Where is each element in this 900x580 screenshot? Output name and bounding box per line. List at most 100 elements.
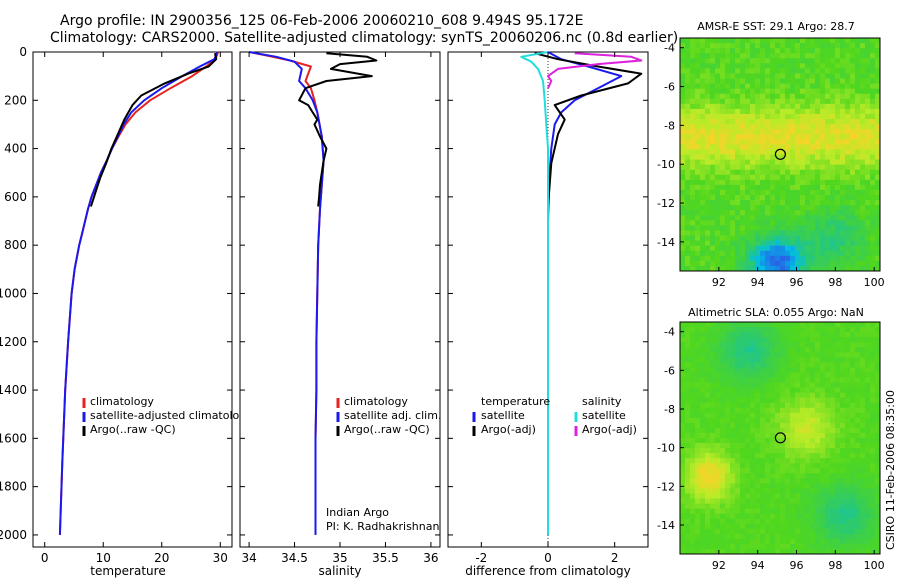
sst-map-cell [825,154,831,160]
sst-map-cell [680,38,686,44]
sla-map-cell [735,382,741,388]
sla-map-cell [780,397,786,404]
sla-map-cell [755,412,761,419]
sst-map-cell [735,230,741,236]
sla-map-cell [805,432,811,439]
sst-map-cell [850,225,856,231]
sst-map-cell [790,93,796,100]
sla-map-cell [875,513,881,520]
sla-map-cell [750,498,756,504]
sla-map-cell [795,528,801,535]
sst-map-cell [875,58,881,64]
sst-map-cell [845,179,851,186]
sla-map-cell [830,508,836,515]
sla-map-cell [720,337,726,343]
sst-map-cell [685,93,691,100]
sst-map-cell [695,210,701,216]
sst-map-cell [835,103,841,110]
sla-map-cell [700,543,706,550]
sst-map-cell [715,260,721,267]
sst-map-cell [695,134,701,140]
sla-map-cell [840,357,846,363]
sla-map-cell [760,478,766,484]
sst-map-cell [795,154,801,160]
sla-map-cell [735,402,741,409]
sst-map-cell [830,83,836,90]
sla-map-cell [750,362,756,368]
sst-map-cell [705,78,711,84]
sla-map-cell [725,513,731,520]
sst-map-cell [760,108,766,115]
sla-map-cell [735,528,741,535]
sla-map-cell [845,483,851,489]
sla-map-cell [865,518,871,525]
sla-map-cell [810,478,816,484]
sst-map-cell [725,78,731,84]
sla-map-cell [740,523,746,530]
sla-map-cell [835,448,841,454]
sst-map-cell [690,38,696,44]
sla-map-cell [875,458,881,464]
sla-map-cell [755,392,761,399]
sst-map-cell [795,139,801,145]
sst-map-cell [760,230,766,236]
sst-map-cell [865,235,871,242]
sst-map-cell [795,144,801,150]
sla-map-cell [775,337,781,343]
sst-map-cell [785,78,791,84]
sst-map-cell [870,68,876,74]
sst-map-cell [745,200,751,206]
sst-map-cell [760,215,766,221]
sla-map-cell [820,513,826,520]
sst-map-cell [745,215,751,221]
sla-map-cell [810,377,816,383]
sst-map-cell [815,205,821,211]
sla-map-cell [735,473,741,479]
sla-map-cell [745,352,751,358]
sst-map-cell [840,265,846,272]
sst-map-cell [855,38,861,44]
sst-map-cell [870,73,876,79]
sla-map-cell [800,538,806,545]
sst-map-cell [825,169,831,176]
sst-map-cell [845,189,851,196]
sla-map-cell [780,533,786,540]
sla-map-cell [800,548,806,555]
sst-map-cell [845,235,851,242]
sla-map-cell [720,377,726,383]
sla-map-cell [680,412,686,419]
sst-map-cell [800,63,806,69]
sla-map-cell [745,412,751,419]
sst-map-cell [690,205,696,211]
sst-map-cell [855,139,861,145]
sst-map-cell [720,103,726,110]
temperature-legend: climatology satellite-adjusted climatolo… [82,395,253,436]
sst-map-cell [820,230,826,236]
sst-map-cell [680,245,686,252]
sla-map-cell [775,538,781,545]
sst-map-cell [690,200,696,206]
sla-map-cell [820,337,826,343]
sla-map-cell [735,352,741,358]
sla-map-cell [710,543,716,550]
sla-map-cell [870,352,876,358]
sla-map-cell [770,468,776,474]
sla-map-cell [795,332,801,338]
sla-map-cell [710,533,716,540]
sla-map-cell [750,478,756,484]
sla-map-cell [760,422,766,429]
sst-map-cell [860,210,866,216]
sst-map-cell [760,200,766,206]
sla-map-cell [785,407,791,414]
sst-map-cell [765,159,771,166]
sst-map-cell [755,255,761,262]
sla-map-cell [750,493,756,499]
sla-map-cell [820,548,826,555]
sla-map-cell [860,372,866,378]
sst-map-cell [785,154,791,160]
sst-map-cell [745,235,751,242]
sla-map-cell [845,443,851,449]
sst-map-cell [765,78,771,84]
sla-map-cell [730,322,736,328]
sst-map-cell [855,260,861,267]
